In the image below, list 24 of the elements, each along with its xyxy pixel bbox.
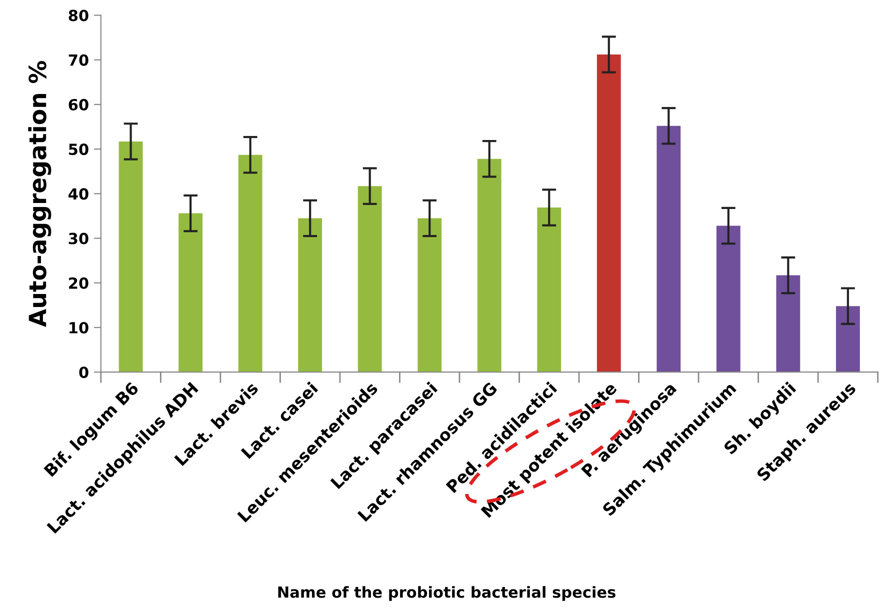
bar <box>358 186 382 372</box>
bar <box>656 126 681 372</box>
y-tick-label: 10 <box>70 322 88 334</box>
bar <box>418 218 442 372</box>
bar <box>178 213 203 372</box>
bar <box>477 158 502 372</box>
bar <box>776 275 800 372</box>
y-tick-label: 60 <box>68 98 88 110</box>
y-tick-label: 0 <box>79 366 88 378</box>
y-axis-title: Auto-aggregation % <box>28 60 52 328</box>
bar <box>716 226 740 372</box>
y-tick-label: 50 <box>69 144 88 156</box>
y-tick-label: 80 <box>68 10 88 22</box>
y-tick-label: 70 <box>68 54 88 66</box>
bar <box>596 54 621 372</box>
y-tick-label: 30 <box>68 232 88 244</box>
bar <box>836 306 860 372</box>
y-tick-label: 40 <box>68 188 88 200</box>
bar <box>298 218 322 372</box>
bar <box>118 141 143 372</box>
y-tick-label: 20 <box>69 277 88 289</box>
bar <box>537 208 562 372</box>
bar <box>238 154 262 372</box>
x-axis-title: Name of the probiotic bacterial species <box>278 586 616 601</box>
